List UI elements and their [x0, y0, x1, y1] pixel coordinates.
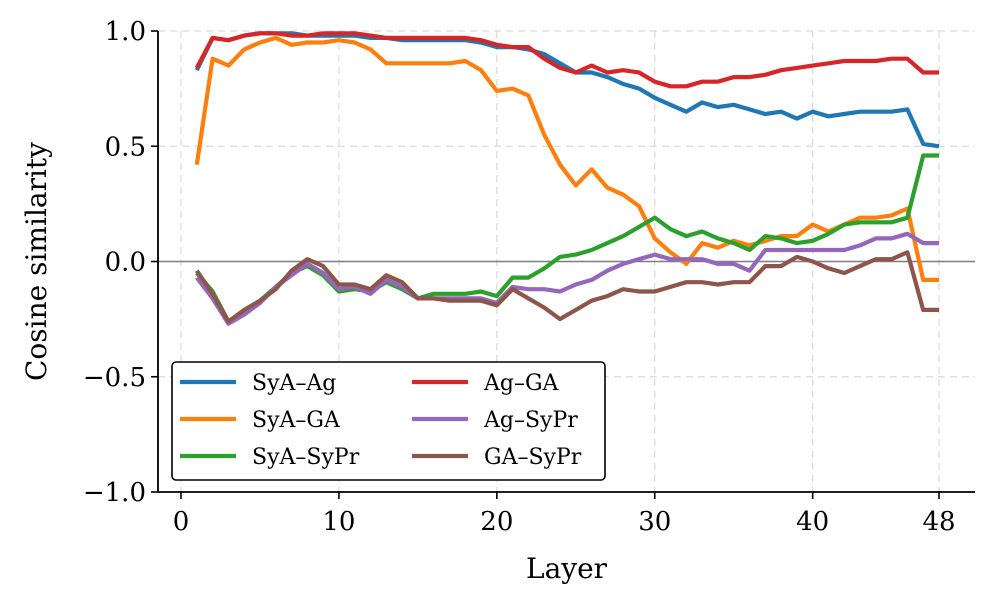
legend-label: SyA–SyPr — [252, 445, 360, 470]
y-tick-label: 0.5 — [105, 132, 146, 162]
legend-label: Ag–GA — [483, 371, 560, 396]
x-tick-label: 48 — [922, 507, 955, 537]
y-axis-label: Cosine similarity — [20, 142, 53, 381]
x-tick-label: 0 — [173, 507, 190, 537]
legend: SyA–Ag SyA–GA SyA–SyPr Ag–GA Ag–SyPr GA–SyPr — [171, 361, 606, 481]
series-line-5 — [195, 231, 939, 326]
series-lines — [194, 31, 940, 326]
y-tick-label: −1.0 — [83, 478, 146, 508]
legend-label: SyA–GA — [252, 408, 341, 433]
x-tick-label: 10 — [322, 507, 355, 537]
legend-label: SyA–Ag — [252, 371, 336, 396]
series-line-1 — [194, 31, 940, 149]
legend-box — [171, 361, 606, 481]
x-tick-label: 40 — [796, 507, 829, 537]
series-line-2 — [194, 35, 939, 282]
x-tick-label: 30 — [638, 507, 671, 537]
y-tick-label: 0.0 — [105, 248, 146, 278]
y-tick-label: 1.0 — [105, 17, 146, 47]
legend-label: Ag–SyPr — [483, 408, 578, 433]
series-line-4 — [194, 31, 939, 89]
x-axis-label: Layer — [526, 552, 608, 585]
y-tick-label: −0.5 — [83, 363, 146, 393]
series-line-6 — [195, 250, 939, 324]
ticks: 0 10 20 30 40 48 1.0 0.5 0.0 −0.5 −1.0 — [83, 17, 956, 537]
x-tick-label: 20 — [480, 507, 513, 537]
series-line-3 — [195, 153, 939, 324]
legend-label: GA–SyPr — [484, 445, 582, 470]
